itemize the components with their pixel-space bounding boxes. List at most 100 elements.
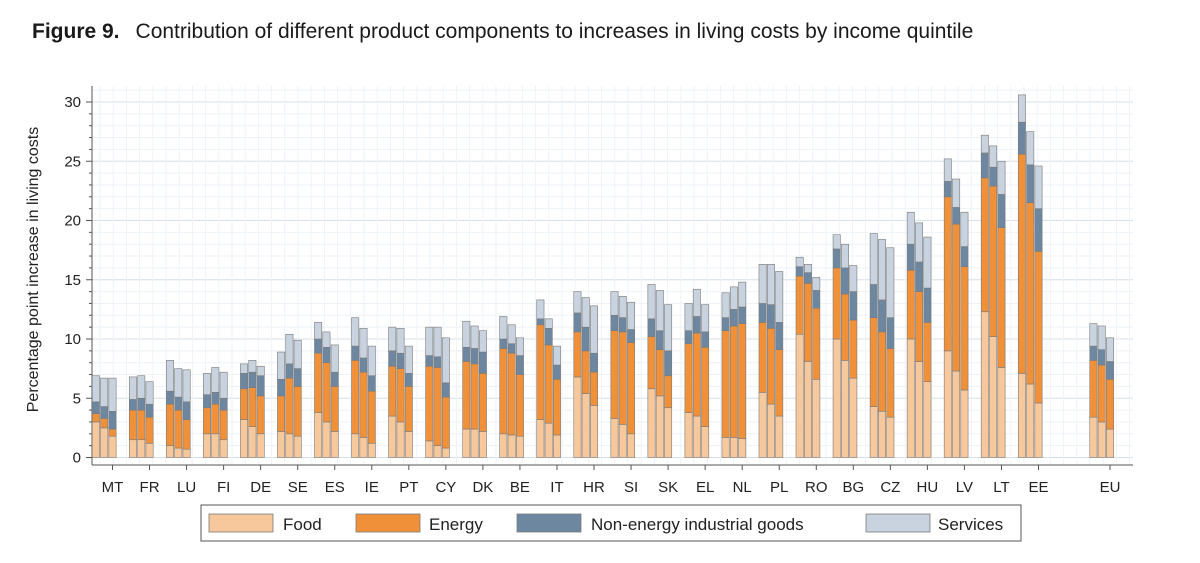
bar-segment: [886, 348, 895, 418]
bar-segment: [906, 338, 915, 458]
bar-segment: [351, 433, 360, 458]
bar-segment: [100, 418, 109, 429]
bar-segment: [515, 337, 524, 356]
bar-segment: [766, 403, 775, 458]
bar-segment: [240, 388, 249, 420]
bar-segment: [804, 361, 812, 458]
bar-segment: [515, 355, 524, 375]
bar-segment: [1017, 373, 1026, 458]
bar-segment: [515, 435, 524, 458]
x-tick-label: FI: [217, 479, 230, 496]
bar-segment: [108, 428, 117, 437]
country-group-bg: [832, 234, 858, 458]
bar-segment: [166, 390, 174, 405]
country-group-si: [610, 291, 636, 458]
x-tick-label: LT: [993, 479, 1009, 496]
bar-segment: [256, 375, 265, 397]
bar-segment: [1034, 402, 1043, 458]
bar-segment: [655, 349, 664, 397]
bar-segment: [923, 236, 932, 289]
bar-segment: [441, 396, 450, 449]
bar-segment: [869, 406, 878, 458]
bar-segment: [322, 331, 331, 348]
bar-segment: [166, 403, 174, 446]
bar-segment: [812, 277, 821, 291]
bar-segment: [980, 134, 989, 154]
bar-segment: [1089, 323, 1098, 347]
bar-segment: [758, 303, 767, 323]
bar-segment: [989, 166, 998, 187]
bar-segment: [128, 399, 137, 411]
bar-segment: [989, 185, 998, 337]
bar-segment: [248, 371, 257, 388]
bar-segment: [573, 291, 582, 314]
bar-segment: [952, 223, 961, 372]
bar-segment: [1097, 364, 1106, 423]
bar-segment: [1089, 360, 1098, 418]
bar-segment: [664, 407, 673, 458]
bar-segment: [729, 325, 738, 438]
bar-segment: [1017, 94, 1026, 123]
bar-segment: [758, 392, 767, 458]
bar-segment: [248, 387, 257, 427]
legend-label: Energy: [429, 515, 483, 534]
bar-segment: [581, 393, 590, 458]
bar-segment: [952, 178, 961, 208]
x-tick-label: NL: [733, 479, 752, 496]
bar-segment: [655, 290, 664, 332]
bar-segment: [997, 194, 1006, 228]
bar-segment: [219, 409, 228, 441]
bar-segment: [1034, 251, 1043, 404]
bar-segment: [1017, 121, 1026, 155]
bar-segment: [536, 318, 545, 326]
bar-segment: [441, 382, 450, 398]
bar-segment: [367, 345, 376, 377]
bar-segment: [285, 377, 294, 435]
bar-segment: [610, 330, 619, 419]
bar-segment: [441, 447, 450, 458]
bar-segment: [470, 363, 479, 430]
legend: Food Energy Non-energy industrial goods Ser…: [200, 504, 1022, 542]
bar-segment: [219, 397, 228, 411]
country-group-ro: [795, 256, 821, 458]
bar-segment: [203, 433, 211, 458]
bar-segment: [433, 326, 442, 358]
bar-segment: [849, 291, 858, 321]
bar-segment: [738, 323, 747, 439]
x-tick-label: EU: [1100, 479, 1121, 496]
bar-segment: [441, 337, 450, 384]
country-group-se: [277, 333, 302, 458]
bar-segment: [906, 211, 915, 245]
bar-segment: [664, 375, 673, 409]
country-group-lu: [166, 360, 191, 458]
bar-segment: [219, 371, 228, 399]
bar-segment: [91, 401, 100, 414]
bar-segment: [1034, 208, 1043, 252]
country-group-hr: [573, 291, 598, 458]
bar-segment: [647, 336, 656, 390]
bar-segment: [795, 275, 804, 335]
bar-segment: [425, 440, 434, 458]
bar-segment: [174, 368, 183, 398]
bar-segment: [203, 407, 211, 435]
bar-segment: [478, 351, 487, 374]
legend-swatch: [355, 513, 421, 533]
bar-segment: [923, 287, 932, 323]
bar-segment: [915, 222, 924, 263]
legend-swatch: [865, 513, 931, 533]
bar-segment: [1017, 153, 1026, 374]
bar-segment: [664, 304, 673, 352]
bar-segment: [248, 426, 257, 458]
bar-segment: [1026, 202, 1035, 385]
bar-segment: [878, 299, 886, 333]
bar-segment: [388, 326, 397, 352]
bar-segment: [322, 362, 331, 423]
bar-segment: [943, 350, 952, 458]
bar-segment: [915, 261, 924, 292]
bar-segment: [536, 419, 545, 458]
bar-segment: [997, 227, 1006, 368]
bar-segment: [396, 421, 405, 458]
bar-segment: [388, 365, 397, 417]
bar-segment: [359, 357, 368, 373]
